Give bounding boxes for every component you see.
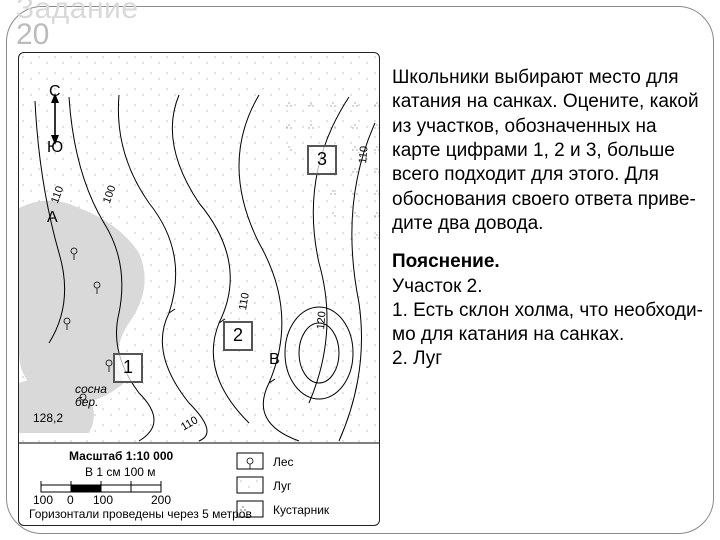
legend-swatch-forest (237, 453, 263, 469)
map-marker-1: 1 (113, 353, 143, 383)
scale-line2: В 1 см 100 м (85, 465, 156, 479)
scale-line1: Масштаб 1:10 000 (69, 449, 173, 463)
scale-tick: 100 (93, 493, 113, 507)
scale-tick: 100 (33, 493, 53, 507)
explanation-line: 2. Луг (392, 348, 442, 369)
legend-shrub: Кустарник (273, 503, 329, 517)
legend-forest: Лес (273, 455, 294, 469)
point-b: В (269, 351, 280, 369)
elevation-point: 128,2 (33, 411, 63, 425)
horizontals-note: Горизонтали проведены через 5 метров (29, 507, 252, 521)
task-title-number: 20 (16, 18, 49, 52)
map-marker-2: 2 (223, 321, 253, 351)
compass-south: Ю (47, 139, 63, 157)
point-a: А (47, 209, 58, 227)
contour-label: 120 (315, 311, 329, 330)
legend-swatch-meadow (237, 477, 263, 493)
task-text-column: Школь­ни­ки вы­би­ра­ют место для ка­та­… (392, 66, 704, 386)
contour-label: 110 (357, 146, 370, 165)
explanation-heading: По­яс­не­ние. (392, 251, 500, 272)
forest-species-label: соснабер. (75, 383, 107, 409)
map-marker-3: 3 (307, 145, 337, 175)
compass-north: С (49, 83, 61, 101)
scale-bar (41, 481, 161, 492)
legend-meadow: Луг (273, 479, 291, 493)
topographic-map: С Ю 1 2 3 А В 128,2 110 100 110 110 110 … (18, 52, 380, 526)
scale-tick: 0 (67, 493, 74, 507)
explanation-line: 1. Есть склон холма, что не­об­хо­ди­мо … (392, 300, 703, 345)
task-question: Школь­ни­ки вы­би­ра­ют место для ка­та­… (392, 66, 704, 236)
scale-tick: 200 (151, 493, 171, 507)
explanation-line: Уча­сток 2. (392, 276, 483, 297)
